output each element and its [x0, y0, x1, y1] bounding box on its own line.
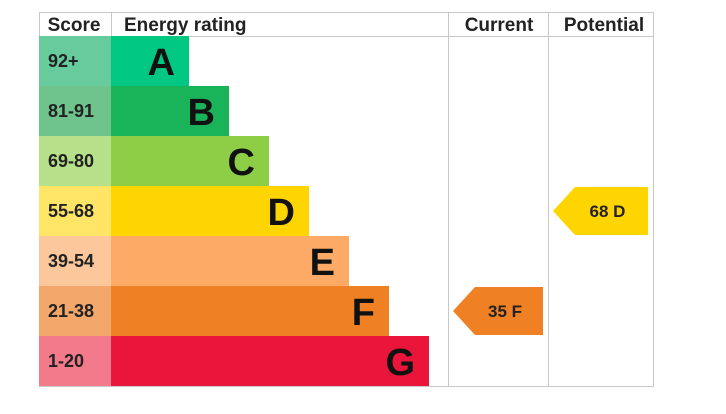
score-cell-c [39, 136, 111, 186]
rating-bands: 92+ A 81-91 B 69-80 C 55-68 D 39-54 E 21-38 F 1-20 G [39, 36, 429, 386]
band-letter-c: C [228, 142, 255, 184]
score-label-b: 81-91 [48, 101, 94, 121]
current-rating-arrow-shape [453, 287, 543, 335]
header-potential: Potential [564, 15, 644, 36]
score-label-e: 39-54 [48, 251, 94, 271]
rating-arrows: 35 F 68 D [453, 187, 648, 335]
band-row-c: 69-80 C [39, 136, 269, 186]
current-rating-arrow-label: 35 F [488, 302, 522, 321]
potential-rating-arrow-label: 68 D [590, 202, 626, 221]
header-energy-rating: Energy rating [124, 15, 246, 36]
band-row-g: 1-20 G [39, 336, 429, 386]
band-letter-g: G [385, 342, 415, 384]
band-bar-f [111, 286, 389, 336]
band-bar-d [111, 186, 309, 236]
band-row-e: 39-54 E [39, 236, 349, 286]
band-row-a: 92+ A [39, 36, 189, 86]
potential-rating-arrow: 68 D [553, 187, 648, 235]
band-letter-e: E [310, 242, 335, 284]
band-bar-c [111, 136, 269, 186]
score-cell-g [39, 336, 111, 386]
score-label-d: 55-68 [48, 201, 94, 221]
band-bar-e [111, 236, 349, 286]
score-cell-f [39, 286, 111, 336]
band-row-f: 21-38 F [39, 286, 389, 336]
band-row-b: 81-91 B [39, 86, 229, 136]
score-cell-b [39, 86, 111, 136]
current-rating-arrow: 35 F [453, 287, 543, 335]
score-cell-e [39, 236, 111, 286]
score-cell-d [39, 186, 111, 236]
band-row-d: 55-68 D [39, 186, 309, 236]
band-letter-f: F [352, 292, 375, 334]
score-label-g: 1-20 [48, 351, 84, 371]
table-header: Score Energy rating Current Potential [48, 15, 645, 36]
band-bar-g [111, 336, 429, 386]
band-letter-b: B [188, 92, 215, 134]
score-label-c: 69-80 [48, 151, 94, 171]
score-label-a: 92+ [48, 51, 79, 71]
band-bar-b [111, 86, 229, 136]
potential-rating-arrow-shape [553, 187, 648, 235]
score-cell-a [39, 36, 111, 86]
band-bar-a [111, 36, 189, 86]
score-label-f: 21-38 [48, 301, 94, 321]
band-letter-a: A [148, 42, 175, 84]
header-score: Score [48, 15, 101, 36]
band-letter-d: D [268, 192, 295, 234]
header-current: Current [465, 15, 534, 36]
